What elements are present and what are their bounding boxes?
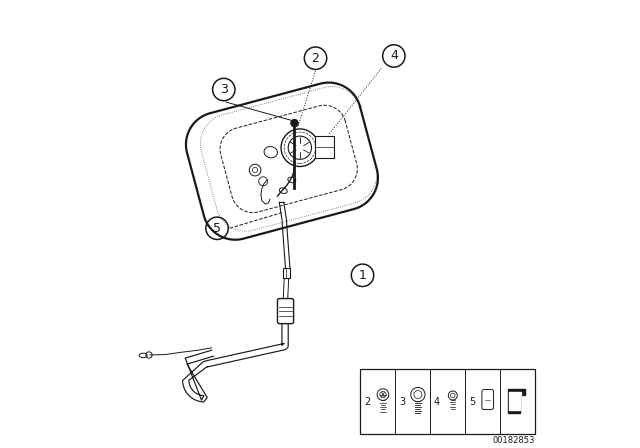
Polygon shape <box>508 389 525 413</box>
Text: 2: 2 <box>364 397 371 407</box>
Text: 4: 4 <box>434 397 440 407</box>
Text: 2: 2 <box>312 52 319 65</box>
Text: 1: 1 <box>358 269 367 282</box>
FancyBboxPatch shape <box>278 298 294 323</box>
Text: 3: 3 <box>399 397 405 407</box>
Polygon shape <box>315 136 334 158</box>
Text: 00182853: 00182853 <box>493 436 535 445</box>
Text: 3: 3 <box>220 83 228 96</box>
Polygon shape <box>509 392 521 410</box>
Bar <box>283 267 290 278</box>
Circle shape <box>291 120 298 127</box>
Text: 4: 4 <box>390 49 398 62</box>
Bar <box>360 369 535 434</box>
Text: 5: 5 <box>213 222 221 235</box>
Text: 5: 5 <box>469 397 475 407</box>
